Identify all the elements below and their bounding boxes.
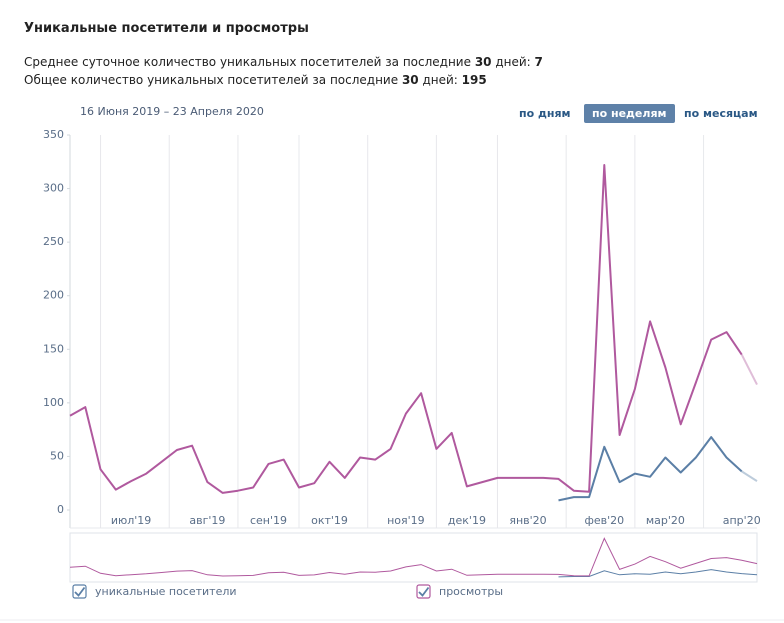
x-tick-label: апр'20 [723,514,761,527]
series-line [558,436,743,502]
date-range: 16 Июня 2019 – 23 Апреля 2020 [80,105,264,118]
series-line [69,164,743,494]
legend-checkbox[interactable] [72,584,87,599]
y-tick-label: 200 [43,289,64,302]
series-line-partial [741,470,758,482]
stat-text: дней: [418,73,462,87]
y-tick-label: 150 [43,342,64,355]
stat-text: Общее количество уникальных посетителей … [24,73,402,87]
panel-title: Уникальные посетители и просмотры [24,21,309,36]
stat-number: 30 [401,73,419,87]
x-tick-label: сен'19 [250,514,287,527]
legend-checkbox[interactable] [416,584,431,599]
stat-line: Общее количество уникальных посетителей … [24,73,487,87]
y-tick-label: 50 [50,449,64,462]
y-tick-label: 0 [57,503,64,516]
x-tick-label: фев'20 [584,514,624,527]
x-tick-label: янв'20 [509,514,546,527]
stat-text: дней: [491,55,535,69]
legend-check [418,586,430,597]
stat-number: 195 [461,73,487,87]
y-tick-label: 100 [43,396,64,409]
stat-number: 30 [474,55,492,69]
y-tick-label: 250 [43,235,64,248]
navigator-line [558,569,758,578]
x-tick-label: июл'19 [111,514,151,527]
series-line-partial [740,354,758,386]
navigator [69,532,758,583]
x-tick-label: мар'20 [646,514,685,527]
x-tick-label: ноя'19 [387,514,425,527]
period-button[interactable]: по месяцам [684,107,758,120]
stat-text: Среднее суточное количество уникальных п… [24,55,475,69]
x-tick-label: авг'19 [189,514,225,527]
y-tick-label: 350 [43,128,64,141]
legend-check [74,586,86,597]
legend-label: уникальные посетители [95,585,237,598]
stat-line: Среднее суточное количество уникальных п… [24,55,543,69]
stat-number: 7 [534,55,543,69]
x-tick-label: окт'19 [311,514,348,527]
period-button[interactable]: по дням [519,107,571,120]
navigator-line [69,537,758,577]
period-button[interactable]: по неделям [584,104,675,123]
y-tick-label: 300 [43,182,64,195]
legend-label: просмотры [439,585,503,598]
x-tick-label: дек'19 [448,514,486,527]
